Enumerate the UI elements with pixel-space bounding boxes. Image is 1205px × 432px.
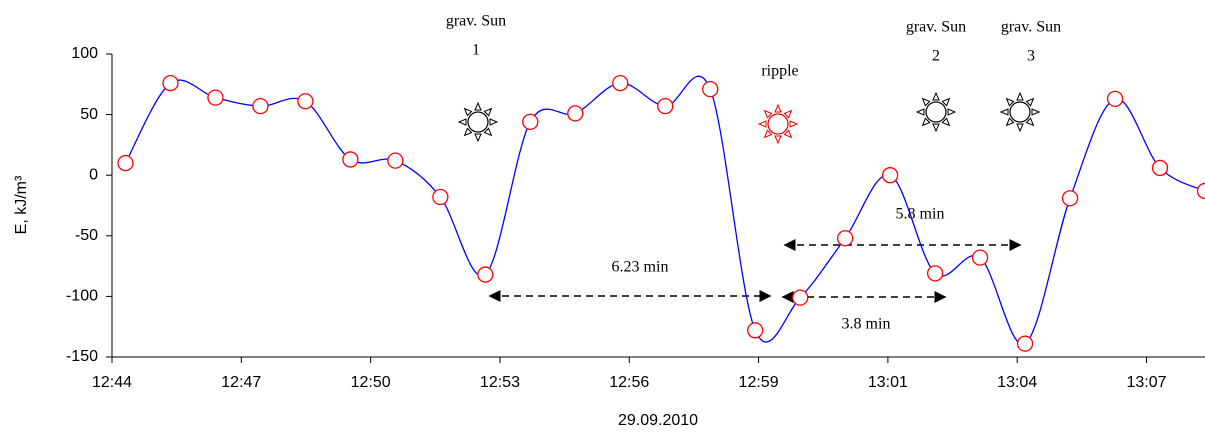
annotation: 1 <box>472 42 480 59</box>
data-point <box>477 266 494 283</box>
annotation: grav. Sun <box>1001 19 1061 36</box>
data-point <box>297 93 314 110</box>
sun-icon <box>458 102 498 142</box>
x-tick-label: 12:56 <box>609 374 649 391</box>
annotation: grav. Sun <box>906 19 966 36</box>
x-tick-label: 12:53 <box>480 374 520 391</box>
data-point <box>1151 159 1169 177</box>
annotation: grav. Sun <box>446 13 506 30</box>
x-axis-label: 29.09.2010 <box>618 412 698 429</box>
x-tick-label: 13:01 <box>868 374 908 391</box>
y-axis-label: E, kJ/m³ <box>13 175 30 234</box>
data-line <box>124 75 1205 345</box>
sun-icon <box>758 104 798 144</box>
data-point <box>926 265 944 282</box>
x-tick-label: 13:07 <box>1127 374 1167 391</box>
sun-icon <box>916 92 956 132</box>
x-tick-label: 12:44 <box>92 374 132 391</box>
annotation: 5.8 min <box>896 206 945 223</box>
data-point <box>881 167 899 184</box>
data-point <box>522 113 539 131</box>
data-point <box>567 105 584 122</box>
y-tick-label: 50 <box>80 106 98 123</box>
data-point <box>252 97 269 115</box>
y-tick-label: 0 <box>89 166 98 183</box>
data-point <box>747 322 764 339</box>
data-point <box>702 80 719 98</box>
data-point <box>837 230 854 247</box>
data-point <box>387 152 404 169</box>
annotation: 3.8 min <box>842 316 891 333</box>
y-tick-label: -50 <box>75 227 98 244</box>
annotation: 3 <box>1027 48 1035 65</box>
data-point <box>1016 335 1034 352</box>
x-tick-label: 12:59 <box>739 374 779 391</box>
y-tick-label: -100 <box>66 288 98 305</box>
data-point <box>971 249 989 266</box>
annotation: 2 <box>932 48 940 65</box>
data-point <box>1106 90 1124 107</box>
data-point <box>1061 190 1079 207</box>
data-point <box>342 151 359 168</box>
x-tick-label: 12:47 <box>221 374 261 391</box>
data-point <box>792 289 809 306</box>
x-tick-label: 12:50 <box>351 374 391 391</box>
data-point <box>657 97 674 115</box>
data-point <box>207 89 224 106</box>
data-point <box>612 74 629 92</box>
x-tick-label: 13:04 <box>997 374 1037 391</box>
data-point <box>117 154 134 172</box>
y-tick-label: -150 <box>66 348 98 365</box>
data-point <box>432 188 449 206</box>
data-point <box>1196 182 1205 200</box>
annotation: ripple <box>761 63 798 80</box>
y-tick-label: 100 <box>71 45 98 62</box>
annotation: 6.23 min <box>612 259 669 276</box>
sun-icon <box>1000 92 1040 132</box>
interval-arrows <box>488 239 1022 303</box>
data-point <box>162 74 179 92</box>
